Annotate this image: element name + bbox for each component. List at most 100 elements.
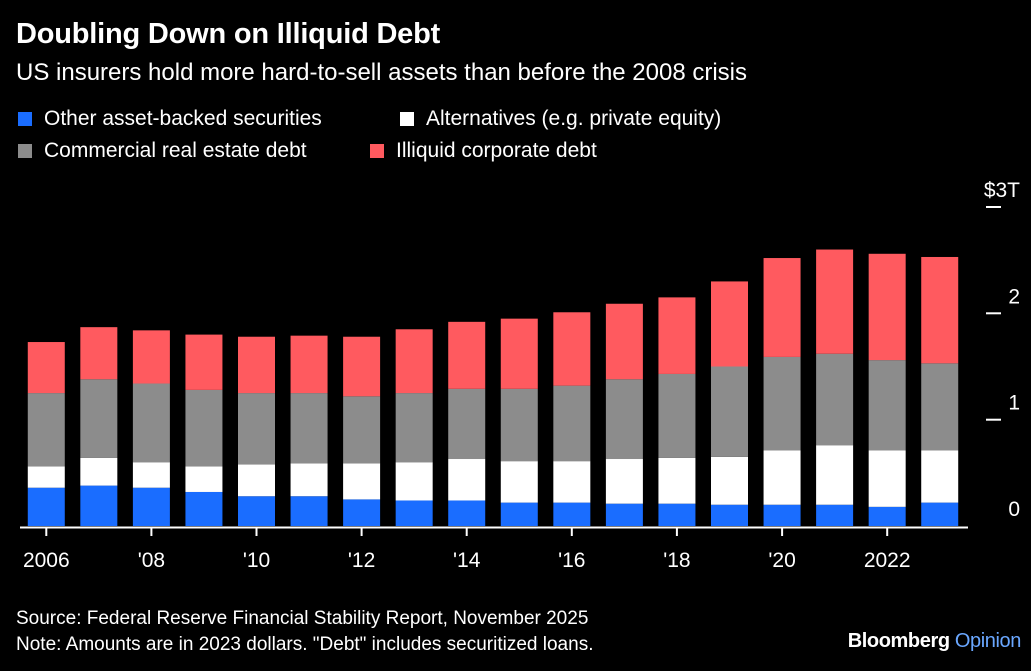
bar-other-asset-backed-securities-2009: [185, 491, 223, 526]
bar-commercial-real-estate-debt-2020: [763, 356, 801, 451]
bar-illiquid-corporate-debt-2023: [921, 256, 959, 364]
bar-commercial-real-estate-debt-2007: [80, 379, 118, 458]
bar-commercial-real-estate-debt-2011: [290, 393, 328, 464]
bar-commercial-real-estate-debt-2008: [132, 383, 170, 463]
bar-alternatives-e-g-private-equity-2019: [711, 456, 748, 505]
bar-other-asset-backed-securities-2011: [290, 496, 328, 526]
bar-other-asset-backed-securities-2018: [658, 503, 696, 526]
bar-alternatives-e-g-private-equity-2013: [395, 462, 433, 501]
bar-illiquid-corporate-debt-2011: [290, 335, 328, 394]
bar-illiquid-corporate-debt-2006: [27, 342, 65, 394]
bar-other-asset-backed-securities-2019: [711, 504, 748, 526]
bar-alternatives-e-g-private-equity-2009: [185, 466, 223, 492]
bar-commercial-real-estate-debt-2019: [711, 366, 748, 457]
chart-subtitle: US insurers hold more hard-to-sell asset…: [16, 59, 748, 86]
legend-item-illiquid-corp: Illiquid corporate debt: [370, 139, 597, 163]
bar-other-asset-backed-securities-2013: [395, 500, 433, 526]
bar-alternatives-e-g-private-equity-2016: [553, 461, 591, 503]
bar-other-asset-backed-securities-2008: [132, 487, 170, 526]
bar-commercial-real-estate-debt-2006: [27, 393, 65, 467]
bar-other-asset-backed-securities-2006: [27, 487, 65, 526]
bar-commercial-real-estate-debt-2014: [448, 388, 486, 460]
legend-item-commercial-re: Commercial real estate debt: [18, 139, 307, 163]
bar-other-asset-backed-securities-2010: [238, 496, 275, 526]
bar-alternatives-e-g-private-equity-2008: [132, 462, 170, 488]
y-tick-label-1: 1: [1008, 392, 1020, 415]
bar-alternatives-e-g-private-equity-2017: [605, 459, 643, 504]
footnote: Note: Amounts are in 2023 dollars. "Debt…: [16, 634, 594, 655]
legend-swatch-alternatives: [400, 112, 414, 126]
bar-other-asset-backed-securities-2023: [921, 502, 959, 526]
legend-swatch-other-abs: [18, 112, 32, 126]
legend-label-commercial-re: Commercial real estate debt: [44, 139, 307, 162]
bar-illiquid-corporate-debt-2013: [395, 329, 433, 394]
bar-other-asset-backed-securities-2007: [80, 485, 118, 526]
legend-label-other-abs: Other asset-backed securities: [44, 107, 322, 130]
brand-main: Bloomberg: [847, 630, 950, 652]
brand-logo: Bloomberg Opinion: [847, 630, 1022, 653]
bar-other-asset-backed-securities-2021: [816, 504, 854, 526]
y-tick-label-2: 2: [1008, 285, 1020, 308]
legend-swatch-commercial-re: [18, 144, 32, 158]
bar-commercial-real-estate-debt-2017: [605, 379, 643, 460]
legend-item-alternatives: Alternatives (e.g. private equity): [400, 107, 721, 131]
bar-other-asset-backed-securities-2016: [553, 502, 591, 526]
y-tick-label-3: $3T: [984, 179, 1020, 202]
x-tick-label-2018: '18: [663, 549, 690, 572]
bar-commercial-real-estate-debt-2015: [500, 388, 538, 462]
bar-alternatives-e-g-private-equity-2015: [500, 461, 538, 503]
bar-illiquid-corporate-debt-2009: [185, 334, 223, 390]
bar-alternatives-e-g-private-equity-2021: [816, 445, 854, 505]
legend-label-alternatives: Alternatives (e.g. private equity): [426, 107, 722, 130]
bar-illiquid-corporate-debt-2015: [500, 318, 538, 389]
bar-commercial-real-estate-debt-2010: [238, 393, 275, 465]
bar-alternatives-e-g-private-equity-2023: [921, 450, 959, 503]
bar-commercial-real-estate-debt-2023: [921, 363, 959, 451]
legend-item-other-abs: Other asset-backed securities: [18, 107, 322, 131]
bar-illiquid-corporate-debt-2022: [868, 253, 906, 361]
bar-commercial-real-estate-debt-2022: [868, 360, 906, 451]
legend: Other asset-backed securities Alternativ…: [18, 107, 918, 177]
bar-illiquid-corporate-debt-2016: [553, 312, 591, 386]
bar-commercial-real-estate-debt-2018: [658, 373, 696, 458]
y-tick-label-0: 0: [1008, 498, 1020, 521]
bar-alternatives-e-g-private-equity-2012: [343, 463, 381, 500]
bar-alternatives-e-g-private-equity-2022: [868, 450, 906, 507]
bar-illiquid-corporate-debt-2012: [343, 336, 381, 397]
bar-illiquid-corporate-debt-2017: [605, 303, 643, 380]
bar-commercial-real-estate-debt-2012: [343, 396, 381, 464]
bar-illiquid-corporate-debt-2021: [816, 249, 854, 354]
bar-illiquid-corporate-debt-2007: [80, 327, 118, 380]
bar-illiquid-corporate-debt-2014: [448, 321, 486, 389]
bar-alternatives-e-g-private-equity-2011: [290, 463, 328, 497]
bar-alternatives-e-g-private-equity-2014: [448, 459, 486, 501]
x-tick-label-2022: 2022: [864, 549, 911, 572]
source-note: Source: Federal Reserve Financial Stabil…: [16, 608, 589, 629]
bar-other-asset-backed-securities-2020: [763, 504, 801, 526]
bar-alternatives-e-g-private-equity-2018: [658, 457, 696, 504]
bar-illiquid-corporate-debt-2020: [763, 258, 801, 357]
bar-other-asset-backed-securities-2012: [343, 499, 381, 526]
legend-swatch-illiquid-corp: [370, 144, 384, 158]
chart-title: Doubling Down on Illiquid Debt: [16, 18, 441, 50]
brand-opinion: Opinion: [954, 630, 1022, 652]
bar-commercial-real-estate-debt-2021: [816, 353, 854, 446]
bar-other-asset-backed-securities-2022: [868, 506, 906, 526]
bar-commercial-real-estate-debt-2009: [185, 389, 223, 467]
bar-illiquid-corporate-debt-2008: [132, 330, 170, 384]
x-tick-label-2010: '10: [243, 549, 270, 572]
bar-alternatives-e-g-private-equity-2020: [763, 450, 801, 505]
x-tick-label-2014: '14: [453, 549, 481, 572]
bar-illiquid-corporate-debt-2019: [711, 281, 748, 367]
bar-alternatives-e-g-private-equity-2010: [238, 464, 275, 497]
bar-other-asset-backed-securities-2017: [605, 503, 643, 526]
x-tick-label-2008: '08: [138, 549, 165, 572]
bar-commercial-real-estate-debt-2016: [553, 385, 591, 462]
x-tick-label-2012: '12: [348, 549, 375, 572]
x-tick-label-2020: '20: [768, 549, 795, 572]
bar-other-asset-backed-securities-2015: [500, 502, 538, 526]
x-tick-label-2006: 2006: [23, 549, 70, 572]
bar-illiquid-corporate-debt-2010: [238, 336, 275, 394]
legend-label-illiquid-corp: Illiquid corporate debt: [396, 139, 597, 162]
